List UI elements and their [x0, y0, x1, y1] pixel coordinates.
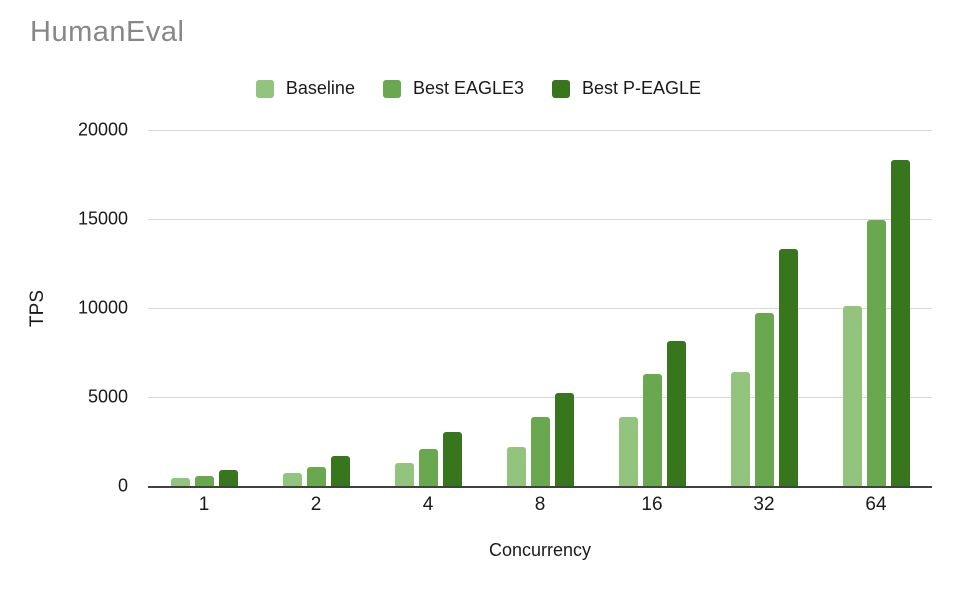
gridline: [148, 219, 932, 220]
x-tick-label-8: 8: [534, 494, 546, 515]
bar-baseline-4: [394, 463, 414, 486]
x-tick-label-4: 4: [422, 494, 434, 515]
bar-group-32: [708, 130, 820, 486]
legend-swatch-icon: [552, 79, 571, 98]
bar-best-eagle3-16: [642, 373, 662, 486]
x-tick-label-16: 16: [641, 494, 663, 515]
gridline: [148, 397, 932, 398]
bar-best-p-eagle-32: [778, 249, 798, 486]
y-tick-label: 5000: [87, 386, 128, 407]
bar-best-eagle3-1: [194, 476, 214, 486]
gridline: [148, 308, 932, 309]
legend-label: Best P-EAGLE: [582, 78, 702, 98]
y-tick-label: 10000: [77, 297, 128, 318]
gridline: [148, 130, 932, 131]
bar-best-p-eagle-1: [218, 469, 238, 486]
bar-baseline-32: [730, 371, 750, 486]
bar-group-1: [148, 130, 260, 486]
x-tick-label-2: 2: [310, 494, 322, 515]
bar-best-eagle3-64: [866, 219, 886, 486]
x-axis-ticks: 1 2 4 8 16 32 64: [148, 494, 932, 516]
bar-best-p-eagle-4: [442, 432, 462, 486]
y-tick-label: 15000: [77, 208, 128, 229]
legend-item-baseline: Baseline: [255, 78, 355, 99]
x-tick-label-32: 32: [753, 494, 775, 515]
legend-item-best-p-eagle: Best P-EAGLE: [552, 78, 701, 99]
x-tick-label-64: 64: [865, 494, 887, 515]
bar-best-eagle3-8: [530, 417, 550, 486]
legend-swatch-icon: [255, 79, 274, 98]
bar-baseline-1: [170, 478, 190, 486]
bar-baseline-2: [282, 473, 302, 486]
legend-item-best-eagle3: Best EAGLE3: [382, 78, 525, 99]
plot-area: [148, 130, 932, 488]
bar-baseline-64: [842, 306, 862, 486]
bar-group-8: [484, 130, 596, 486]
bar-best-eagle3-4: [418, 449, 438, 486]
bar-best-p-eagle-16: [666, 340, 686, 486]
bar-baseline-8: [506, 446, 526, 486]
legend-swatch-icon: [382, 79, 401, 98]
bar-group-2: [260, 130, 372, 486]
bar-best-p-eagle-8: [554, 392, 574, 486]
x-tick-label-1: 1: [198, 494, 210, 515]
legend-label: Baseline: [285, 78, 355, 98]
bar-group-64: [820, 130, 932, 486]
bar-best-eagle3-32: [754, 313, 774, 486]
y-tick-label: 0: [117, 475, 128, 496]
bar-best-p-eagle-2: [330, 455, 350, 486]
chart-legend: Baseline Best EAGLE3 Best P-EAGLE: [0, 78, 957, 99]
bar-group-16: [596, 130, 708, 486]
bar-best-p-eagle-64: [890, 160, 910, 486]
y-tick-label: 20000: [77, 119, 128, 140]
chart-title: HumanEval: [30, 16, 185, 48]
bar-best-eagle3-2: [306, 466, 326, 486]
bar-group-4: [372, 130, 484, 486]
bar-baseline-16: [618, 417, 638, 486]
y-axis-ticks: 0 5000 10000 15000 20000: [0, 120, 138, 496]
legend-label: Best EAGLE3: [412, 78, 525, 98]
x-axis-title: Concurrency: [488, 540, 592, 560]
